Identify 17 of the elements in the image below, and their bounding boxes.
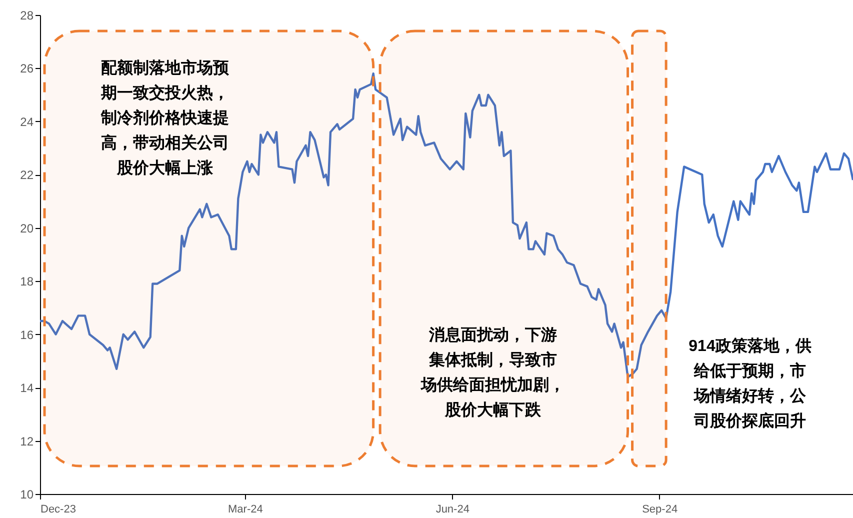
- annotation: 914政策落地，供给低于预期，市场情绪好转，公司股价探底回升: [688, 337, 812, 430]
- y-tick-label: 10: [20, 488, 34, 502]
- x-tick-label: Jun-24: [436, 504, 470, 516]
- y-tick-label: 12: [20, 434, 34, 448]
- x-tick-label: Sep-24: [642, 504, 678, 516]
- y-tick-label: 26: [20, 62, 34, 76]
- annotation: 配额制落地市场预期一致交投火热，制冷剂价格快速提高，带动相关公司股价大幅上涨: [100, 59, 230, 177]
- x-tick-label: Mar-24: [228, 504, 263, 516]
- y-tick-label: 24: [20, 114, 34, 129]
- y-tick-label: 22: [20, 168, 34, 182]
- y-tick-label: 14: [20, 381, 34, 396]
- annotation: 消息面扰动，下游集体抵制，导致市场供给面担忧加剧，股价大幅下跌: [420, 326, 565, 419]
- x-tick-label: Dec-23: [40, 504, 76, 516]
- y-tick-label: 16: [20, 328, 34, 342]
- y-tick-label: 18: [20, 274, 34, 289]
- y-tick-label: 28: [20, 8, 34, 22]
- y-tick-label: 20: [20, 221, 34, 236]
